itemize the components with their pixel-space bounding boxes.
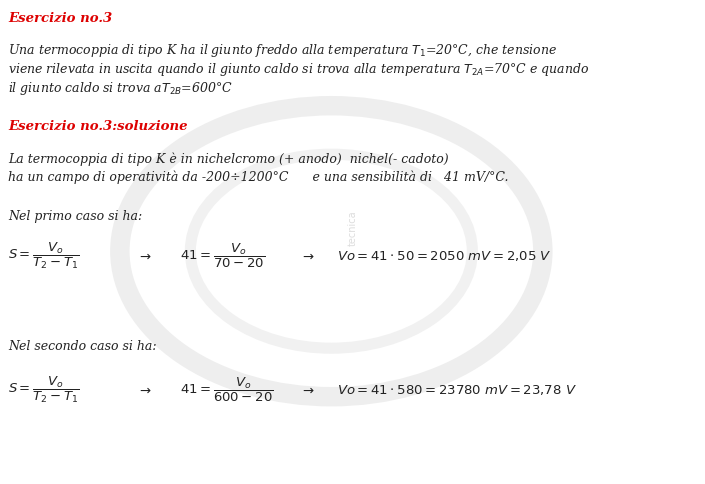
- Text: ha un campo di operatività da -200÷1200°C      e una sensibilità di   41 mV/°C.: ha un campo di operatività da -200÷1200°…: [8, 171, 509, 184]
- Text: $\rightarrow$: $\rightarrow$: [137, 383, 152, 396]
- Text: viene rilevata in uscita quando il giunto caldo si trova alla temperatura $T_{2A: viene rilevata in uscita quando il giunt…: [8, 61, 589, 78]
- Text: Esercizio no.3:soluzione: Esercizio no.3:soluzione: [8, 120, 188, 133]
- Text: $\rightarrow$: $\rightarrow$: [300, 249, 314, 262]
- Text: $\rightarrow$: $\rightarrow$: [137, 249, 152, 262]
- Text: $S = \dfrac{V_o}{T_2 - T_1}$: $S = \dfrac{V_o}{T_2 - T_1}$: [8, 241, 80, 271]
- Text: Nel secondo caso si ha:: Nel secondo caso si ha:: [8, 339, 157, 352]
- Text: $\rightarrow$: $\rightarrow$: [300, 383, 314, 396]
- Text: $41 = \dfrac{V_o}{70 - 20}$: $41 = \dfrac{V_o}{70 - 20}$: [180, 242, 265, 270]
- Text: Una termocoppia di tipo K ha il giunto freddo alla temperatura $T_1$=20°C, che t: Una termocoppia di tipo K ha il giunto f…: [8, 42, 558, 59]
- Text: $\mathit{Vo} = 41 \cdot 50 = 2050\ \mathit{mV} = 2{,}05\ \mathit{V}$: $\mathit{Vo} = 41 \cdot 50 = 2050\ \math…: [337, 248, 552, 262]
- Text: $41 = \dfrac{V_o}{600 - 20}$: $41 = \dfrac{V_o}{600 - 20}$: [180, 375, 274, 403]
- Text: La termocoppia di tipo K è in nichelcromo (+ anodo)  nichel(- cadoto): La termocoppia di tipo K è in nichelcrom…: [8, 151, 449, 165]
- Text: tecnica: tecnica: [348, 210, 357, 245]
- Text: $S = \dfrac{V_o}{T_2 - T_1}$: $S = \dfrac{V_o}{T_2 - T_1}$: [8, 374, 80, 404]
- Text: Nel primo caso si ha:: Nel primo caso si ha:: [8, 210, 142, 223]
- Text: il giunto caldo si trova a$T_{2B}$=600°C: il giunto caldo si trova a$T_{2B}$=600°C: [8, 80, 233, 97]
- Text: Esercizio no.3: Esercizio no.3: [8, 12, 113, 25]
- Text: $\mathit{Vo} = 41 \cdot 580 = 23780\ \mathit{mV} = 23{,}78\ \mathit{V}$: $\mathit{Vo} = 41 \cdot 580 = 23780\ \ma…: [337, 382, 577, 396]
